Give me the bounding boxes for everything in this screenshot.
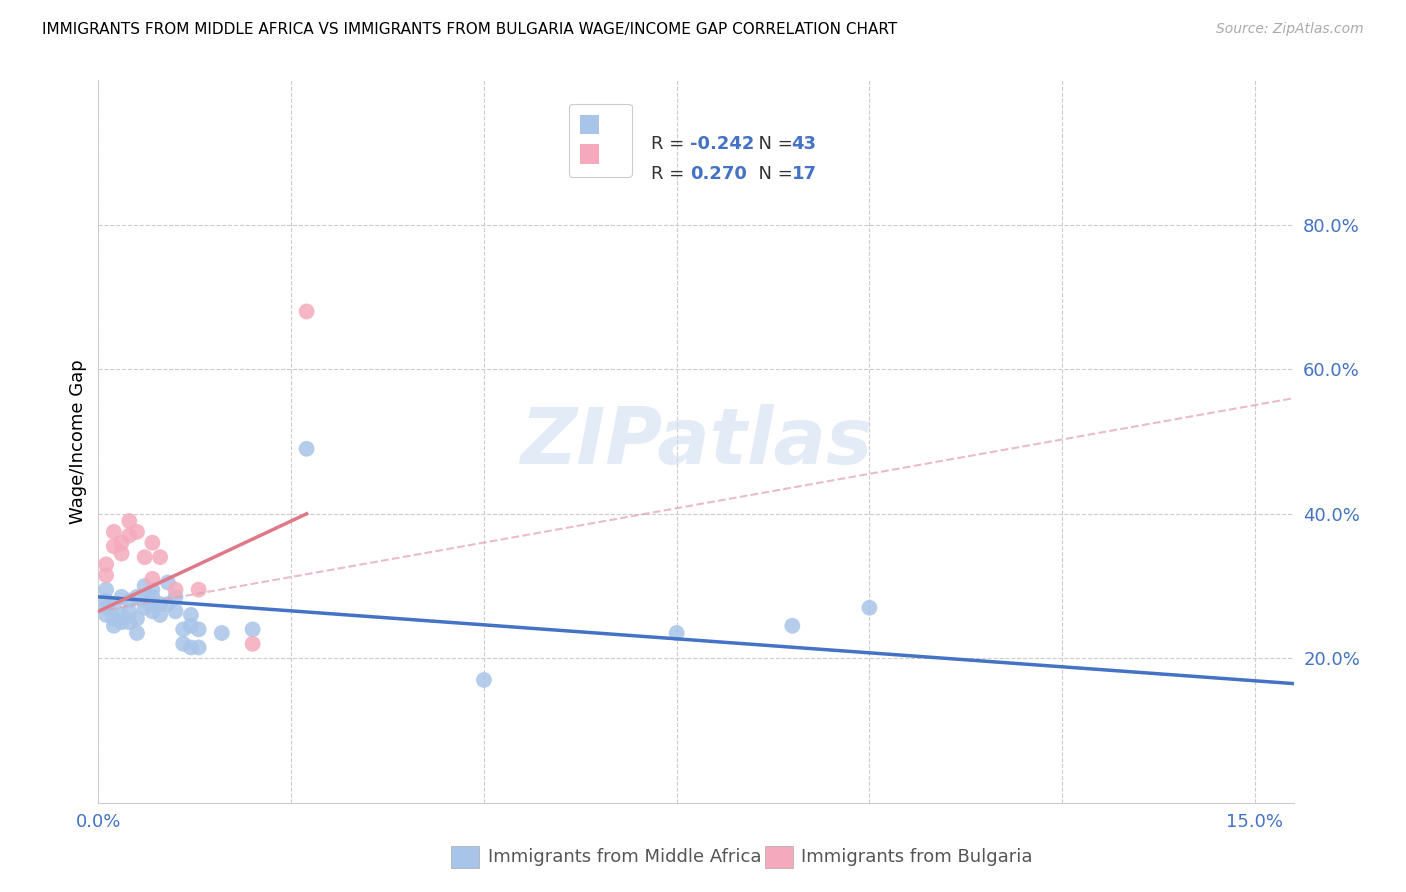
Point — [94, 600, 117, 615]
Point — [242, 623, 264, 637]
Point — [118, 593, 141, 607]
Point — [141, 572, 163, 586]
Point — [242, 637, 264, 651]
Point — [180, 619, 202, 633]
Point — [180, 607, 202, 622]
Point — [110, 607, 132, 622]
Point — [103, 524, 125, 539]
Point — [118, 604, 141, 618]
Text: Source: ZipAtlas.com: Source: ZipAtlas.com — [1216, 22, 1364, 37]
Text: N =: N = — [747, 136, 799, 153]
Point — [103, 611, 125, 625]
Point — [180, 640, 202, 655]
Point — [110, 615, 132, 630]
Point — [103, 539, 125, 553]
Y-axis label: Wage/Income Gap: Wage/Income Gap — [69, 359, 87, 524]
Point — [165, 590, 187, 604]
Point — [134, 600, 156, 615]
Point — [165, 604, 187, 618]
Point — [172, 637, 194, 651]
Point — [110, 590, 132, 604]
Point — [134, 593, 156, 607]
Legend: , : , — [569, 103, 631, 177]
Point — [858, 600, 880, 615]
Point — [156, 597, 179, 611]
Point — [110, 535, 132, 549]
Point — [165, 582, 187, 597]
Point — [472, 673, 495, 687]
Point — [141, 597, 163, 611]
Point — [94, 607, 117, 622]
Point — [125, 611, 148, 625]
Point — [782, 619, 804, 633]
FancyBboxPatch shape — [765, 846, 793, 869]
Point — [94, 593, 117, 607]
Point — [665, 626, 688, 640]
Point — [141, 604, 163, 618]
Text: -0.242: -0.242 — [690, 136, 755, 153]
Point — [149, 550, 172, 565]
Point — [94, 582, 117, 597]
Point — [134, 550, 156, 565]
Point — [94, 558, 117, 572]
Point — [187, 623, 209, 637]
Point — [295, 442, 318, 456]
Point — [118, 514, 141, 528]
Point — [141, 535, 163, 549]
Text: R =: R = — [651, 136, 690, 153]
Point — [141, 582, 163, 597]
Point — [125, 524, 148, 539]
Point — [149, 597, 172, 611]
Point — [156, 575, 179, 590]
Point — [125, 626, 148, 640]
Point — [118, 615, 141, 630]
Point — [187, 582, 209, 597]
Text: N =: N = — [747, 165, 799, 183]
Text: 17: 17 — [792, 165, 817, 183]
Point — [110, 547, 132, 561]
Text: 43: 43 — [792, 136, 817, 153]
Point — [125, 590, 148, 604]
Text: ZIPatlas: ZIPatlas — [520, 403, 872, 480]
Text: R =: R = — [651, 165, 696, 183]
Point — [103, 597, 125, 611]
Point — [94, 568, 117, 582]
Point — [141, 590, 163, 604]
Point — [172, 623, 194, 637]
Point — [149, 607, 172, 622]
Point — [187, 640, 209, 655]
Point — [295, 304, 318, 318]
Point — [134, 579, 156, 593]
Text: Immigrants from Bulgaria: Immigrants from Bulgaria — [801, 848, 1033, 866]
Text: Immigrants from Middle Africa: Immigrants from Middle Africa — [488, 848, 762, 866]
Point — [103, 619, 125, 633]
Text: 0.270: 0.270 — [690, 165, 747, 183]
Point — [211, 626, 233, 640]
FancyBboxPatch shape — [451, 846, 479, 869]
Point — [118, 528, 141, 542]
Text: IMMIGRANTS FROM MIDDLE AFRICA VS IMMIGRANTS FROM BULGARIA WAGE/INCOME GAP CORREL: IMMIGRANTS FROM MIDDLE AFRICA VS IMMIGRA… — [42, 22, 897, 37]
